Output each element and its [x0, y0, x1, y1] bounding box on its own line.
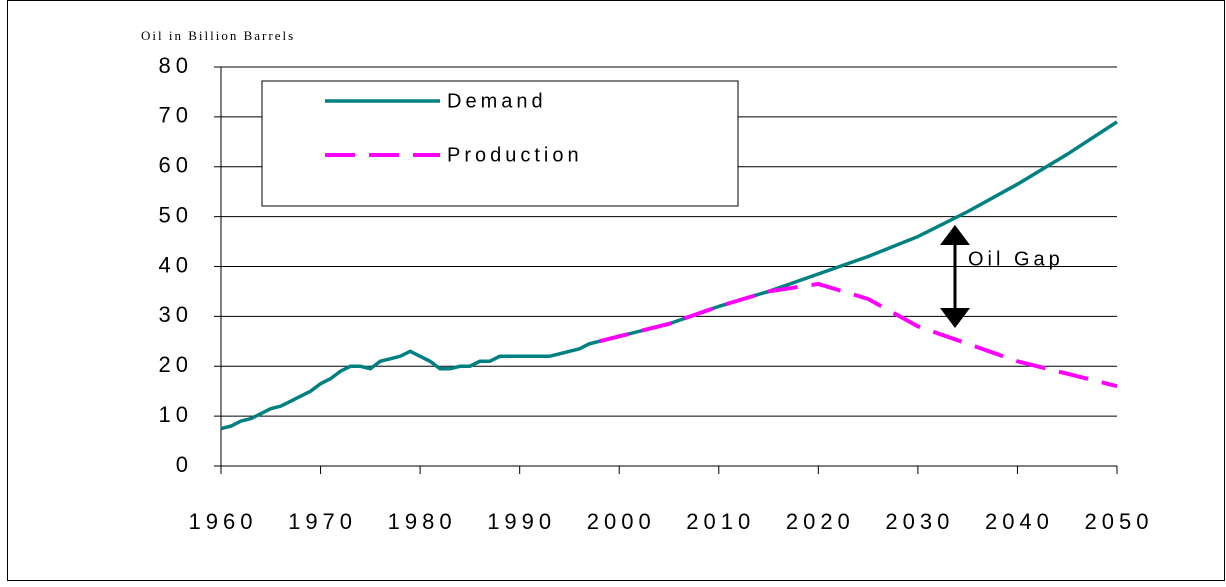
- legend-label: Production: [447, 144, 583, 166]
- x-tick-label: 2000: [587, 509, 656, 534]
- y-tick-label: 10: [159, 402, 193, 427]
- y-tick-label: 80: [159, 53, 193, 78]
- x-tick-label: 1980: [388, 509, 457, 534]
- x-tick-label: 1990: [487, 509, 556, 534]
- x-tick-label: 2030: [885, 509, 954, 534]
- y-tick-label: 0: [176, 452, 193, 477]
- legend-label: Demand: [447, 90, 547, 112]
- series-line: [598, 281, 1118, 389]
- x-tick-label: 1970: [288, 509, 357, 534]
- gap-arrow: [940, 225, 970, 328]
- y-tick-label: 50: [159, 202, 193, 227]
- y-tick-label: 30: [159, 302, 193, 327]
- x-tick-label: 2010: [686, 509, 755, 534]
- y-tick-label: 70: [159, 103, 193, 128]
- annotation: Oil Gap: [968, 248, 1064, 270]
- y-tick-label: 20: [159, 352, 193, 377]
- y-tick-label: 60: [159, 153, 193, 178]
- x-tick-label: 2050: [1085, 509, 1154, 534]
- y-axis-label: Oil in Billion Barrels: [141, 28, 295, 43]
- y-tick-label: 40: [159, 252, 193, 277]
- x-tick-label: 2040: [985, 509, 1054, 534]
- x-tick-label: 1960: [189, 509, 258, 534]
- x-tick-label: 2020: [786, 509, 855, 534]
